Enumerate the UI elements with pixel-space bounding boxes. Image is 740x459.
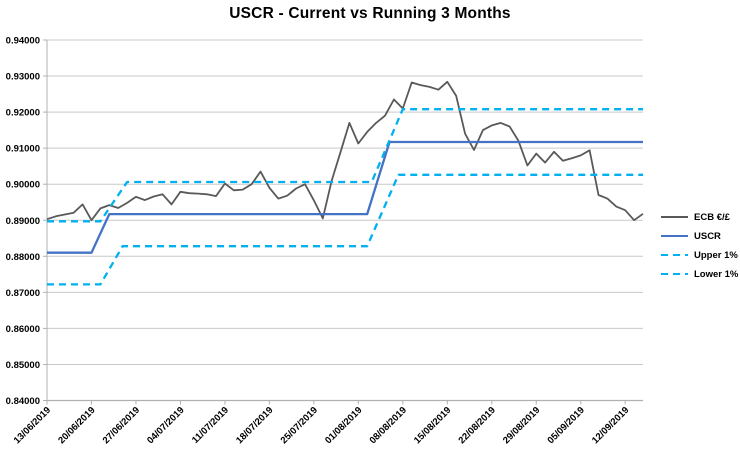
y-axis-label: 0.94000 (6, 36, 40, 47)
legend-label-lower: Lower 1% (694, 268, 739, 280)
legend-key-line-uscr (661, 235, 688, 237)
x-axis-label: 15/08/2019 (412, 405, 453, 446)
x-axis-label: 05/09/2019 (545, 405, 586, 446)
y-axis-label: 0.86000 (6, 324, 40, 335)
x-axis-label: 29/08/2019 (501, 405, 542, 446)
legend-item-upper: Upper 1% (661, 249, 738, 261)
x-axis-label: 22/08/2019 (456, 405, 497, 446)
legend-item-uscr: USCR (661, 230, 738, 242)
legend-key-line-lower (661, 272, 688, 276)
y-axis-label: 0.84000 (6, 396, 40, 407)
y-axis-label: 0.91000 (6, 144, 40, 155)
series-line-ecb (46, 80, 644, 222)
legend-key-line-upper (661, 253, 688, 257)
x-axis-label: 04/07/2019 (145, 405, 186, 446)
legend-item-ecb: ECB €/£ (661, 211, 738, 223)
series-line-lower1pct (47, 173, 643, 286)
x-axis-label: 12/09/2019 (590, 405, 631, 446)
legend: ECB €/£ USCR Upper 1% Lower 1% (661, 211, 738, 280)
y-axis-label: 0.90000 (6, 180, 40, 191)
legend-label-uscr: USCR (694, 230, 721, 242)
legend-key-line-ecb (661, 216, 688, 218)
y-axis-label: 0.88000 (6, 252, 40, 263)
series-line-upper1pct (47, 108, 643, 223)
y-axis-label: 0.89000 (6, 216, 40, 227)
y-axis-label: 0.93000 (6, 72, 40, 83)
x-axis-label: 13/06/2019 (12, 405, 53, 446)
legend-label-ecb: ECB €/£ (694, 211, 730, 223)
y-axis-label: 0.85000 (6, 360, 40, 371)
x-axis-label: 11/07/2019 (190, 405, 231, 446)
x-axis-label: 27/06/2019 (101, 405, 142, 446)
legend-item-lower: Lower 1% (661, 268, 738, 280)
x-axis-label: 08/08/2019 (368, 405, 409, 446)
y-axis-label: 0.87000 (6, 288, 40, 299)
series-line-uscr (47, 140, 643, 254)
legend-label-upper: Upper 1% (694, 249, 738, 261)
x-axis-label: 18/07/2019 (234, 405, 275, 446)
y-axis-label: 0.92000 (6, 108, 40, 119)
x-axis-label: 20/06/2019 (56, 405, 97, 446)
chart-title: USCR - Current vs Running 3 Months (229, 5, 511, 22)
x-axis-label: 25/07/2019 (279, 405, 320, 446)
x-axis-label: 01/08/2019 (323, 405, 364, 446)
